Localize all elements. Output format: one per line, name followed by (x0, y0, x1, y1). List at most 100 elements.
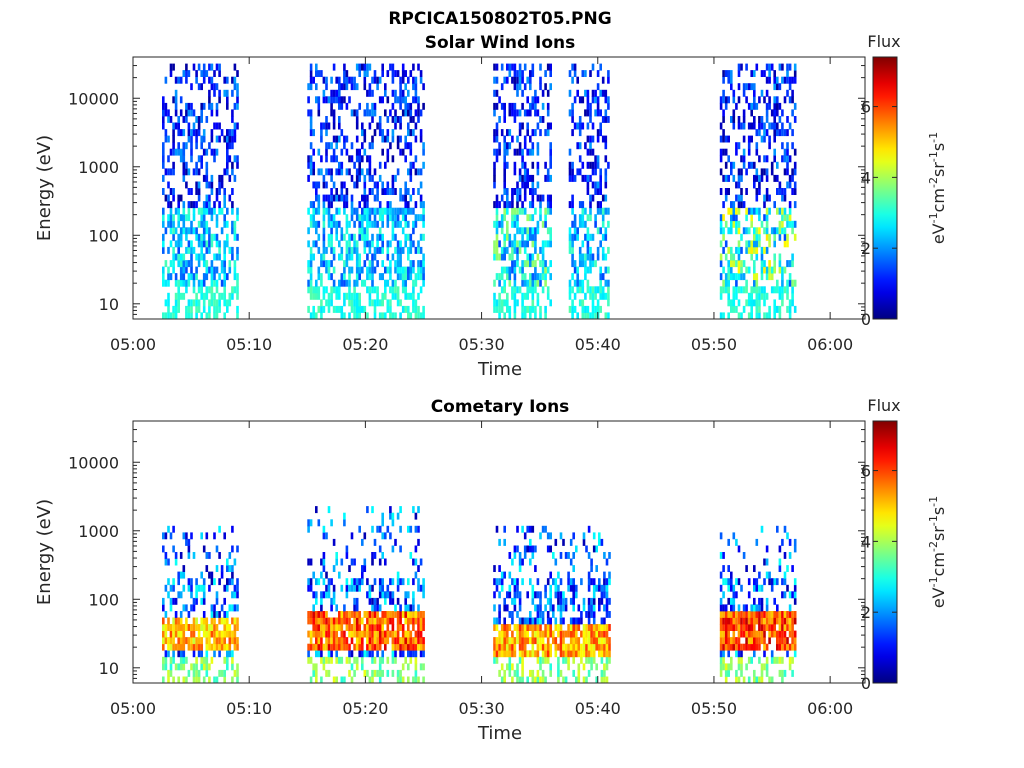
heatmap-cell (417, 260, 420, 268)
heatmap-cell (167, 266, 170, 274)
heatmap-cell (495, 227, 499, 235)
heatmap-cell (172, 129, 175, 137)
heatmap-cell (407, 76, 410, 84)
heatmap-cell (315, 292, 318, 300)
heatmap-cell (604, 181, 608, 189)
heatmap-cell (399, 194, 402, 202)
heatmap-cell (358, 155, 361, 163)
heatmap-cell (210, 63, 214, 71)
heatmap-cell (412, 207, 415, 215)
heatmap-cell (340, 637, 344, 645)
heatmap-cell (745, 240, 748, 248)
heatmap-cell (399, 76, 402, 84)
heatmap-cell (345, 214, 349, 222)
heatmap-cell (355, 207, 359, 215)
heatmap-cell (513, 260, 517, 268)
heatmap-cell (608, 578, 611, 586)
heatmap-cell (724, 669, 728, 677)
heatmap-cell (536, 656, 540, 664)
heatmap-cell (571, 260, 574, 268)
heatmap-cell (781, 122, 784, 130)
heatmap-cell (335, 155, 338, 163)
heatmap-cell (215, 253, 219, 261)
heatmap-cell (386, 181, 390, 189)
heatmap-cell (587, 630, 591, 638)
heatmap-cell (358, 201, 361, 209)
heatmap-cell (391, 76, 395, 84)
heatmap-cell (591, 299, 595, 307)
heatmap-cell (747, 246, 751, 254)
heatmap-cell (786, 240, 789, 248)
heatmap-cell (312, 240, 315, 248)
heatmap-cell (791, 76, 794, 84)
heatmap-cell (526, 525, 529, 533)
heatmap-cell (368, 168, 372, 176)
heatmap-cell (571, 240, 574, 248)
heatmap-cell (167, 525, 170, 533)
heatmap-cell (396, 669, 400, 677)
heatmap-cell (376, 286, 379, 294)
heatmap-cell (544, 624, 547, 631)
heatmap-cell (585, 545, 588, 553)
heatmap-cell (162, 604, 165, 612)
heatmap-cell (722, 201, 725, 209)
heatmap-cell (327, 214, 331, 222)
heatmap-cell (508, 669, 512, 677)
heatmap-cell (531, 102, 535, 110)
heatmap-cell (760, 663, 764, 671)
heatmap-cell (513, 624, 517, 631)
heatmap-cell (177, 122, 180, 130)
heatmap-cell (205, 292, 209, 300)
heatmap-cell (422, 650, 425, 658)
heatmap-cell (353, 312, 356, 320)
heatmap-cell (394, 246, 397, 254)
heatmap-cell (590, 656, 593, 664)
heatmap-cell (236, 643, 239, 651)
heatmap-cell (335, 233, 338, 241)
heatmap-cell (228, 552, 232, 559)
heatmap-cell (358, 253, 361, 261)
heatmap-cell (568, 109, 572, 117)
heatmap-cell (531, 233, 535, 241)
heatmap-cell (719, 168, 723, 176)
heatmap-cell (595, 637, 598, 645)
heatmap-cell (776, 96, 779, 104)
heatmap-cell (783, 96, 787, 104)
heatmap-cell (389, 630, 392, 638)
heatmap-cell (786, 643, 789, 651)
heatmap-cell (330, 240, 333, 248)
heatmap-cell (765, 597, 769, 605)
heatmap-cell (493, 89, 496, 97)
heatmap-cell (185, 604, 188, 612)
heatmap-cell (740, 286, 743, 294)
heatmap-cell (202, 148, 206, 156)
heatmap-cell (332, 286, 336, 294)
heatmap-cell (414, 669, 418, 677)
heatmap-cell (348, 279, 351, 287)
heatmap-cell (332, 584, 336, 592)
heatmap-cell (355, 214, 359, 222)
heatmap-cell (381, 273, 384, 281)
heatmap-cell (498, 604, 501, 612)
heatmap-cell (511, 214, 514, 222)
heatmap-cell (172, 246, 175, 254)
heatmap-cell (730, 246, 733, 254)
heatmap-cell (307, 630, 310, 638)
heatmap-cell (589, 116, 592, 123)
heatmap-cell (508, 253, 512, 261)
heatmap-cell (503, 676, 506, 684)
heatmap-cell (330, 96, 333, 104)
heatmap-cell (768, 266, 771, 274)
heatmap-cell (327, 624, 331, 631)
heatmap-cell (495, 89, 499, 97)
heatmap-cell (345, 168, 349, 176)
heatmap-cell (399, 122, 402, 130)
heatmap-cell (381, 669, 384, 677)
heatmap-cell (719, 571, 723, 579)
heatmap-cell (521, 279, 524, 287)
heatmap-cell (162, 148, 165, 156)
heatmap-cell (735, 669, 738, 677)
heatmap-cell (363, 174, 367, 182)
heatmap-cell (409, 174, 413, 182)
